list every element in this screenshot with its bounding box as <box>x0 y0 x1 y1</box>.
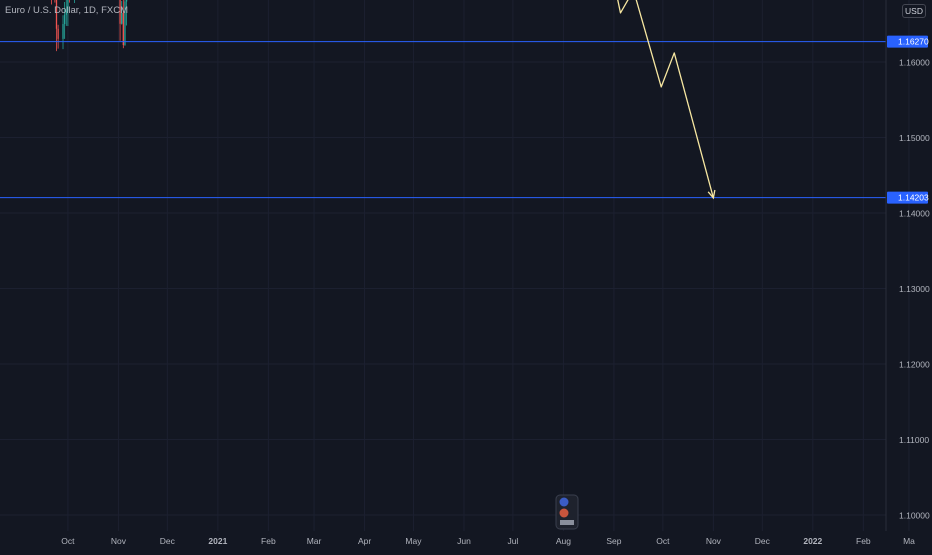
time-tick-label: Jun <box>457 536 471 546</box>
broker-emblem <box>555 494 579 530</box>
candle <box>74 0 75 4</box>
price-tick-label: 1.11000 <box>899 435 929 445</box>
time-axis: Oct Nov Dec 2021 Feb Mar Apr May Jun Jul Aug Sep Oct… <box>61 536 915 546</box>
time-tick-label: Mar <box>307 536 322 546</box>
time-tick-label: Aug <box>556 536 571 546</box>
candle <box>55 0 58 52</box>
projection-arrowhead <box>707 189 716 200</box>
level-label-box <box>887 35 928 48</box>
candle-body <box>57 28 59 39</box>
candle <box>67 0 69 26</box>
candle-body <box>62 24 64 39</box>
candle <box>119 0 121 41</box>
candle-body <box>124 1 126 46</box>
level-label-box <box>887 191 928 204</box>
price-tick-label: 1.14000 <box>899 209 930 219</box>
level-label-3: 1.14203 <box>887 191 929 204</box>
candle <box>62 15 64 50</box>
symbol-title: Euro / U.S. Dollar, 1D, FXCM <box>5 5 129 16</box>
flag-eu-icon <box>559 497 569 507</box>
currency-button[interactable]: USD <box>902 4 926 18</box>
time-tick-label: Feb <box>856 536 871 546</box>
candle-body <box>67 0 69 11</box>
time-tick-label: Sep <box>606 536 621 546</box>
candles <box>51 0 128 52</box>
level-label-2: 1.16270 <box>887 35 929 48</box>
time-tick-label: Apr <box>358 536 371 546</box>
candle-body <box>55 0 58 29</box>
candle <box>51 0 52 5</box>
time-tick-label: 2022 <box>803 536 822 546</box>
price-tick-label: 1.13000 <box>899 284 930 294</box>
time-tick-label: Dec <box>160 536 176 546</box>
candle <box>65 0 67 26</box>
price-tick-label: 1.10000 <box>899 511 930 521</box>
candle <box>54 0 56 3</box>
candle-body <box>63 14 66 25</box>
time-tick-label: Oct <box>656 536 670 546</box>
price-tick-label: 1.15000 <box>899 133 930 143</box>
time-tick-label: Jul <box>507 536 518 546</box>
candle-body <box>65 10 67 15</box>
candle <box>125 0 128 26</box>
candle-body <box>119 0 121 24</box>
projection-polyline[interactable] <box>586 0 715 199</box>
candle <box>69 0 70 3</box>
projection-path <box>586 0 716 200</box>
time-tick-label: Dec <box>755 536 771 546</box>
price-tick-label: 1.16000 <box>899 58 930 68</box>
candle-body <box>122 12 124 46</box>
flag-us-icon <box>559 508 569 518</box>
candle <box>124 0 126 46</box>
price-axis: 1.10000 1.11000 1.12000 1.13000 1.14000 1.150… <box>885 0 930 531</box>
candle <box>121 0 123 25</box>
price-tick-label: 1.12000 <box>899 360 930 370</box>
time-tick-label: Ma <box>903 536 915 546</box>
time-tick-label: Feb <box>261 536 276 546</box>
candle <box>122 0 124 49</box>
time-tick-label: Nov <box>706 536 722 546</box>
time-tick-label: Oct <box>61 536 75 546</box>
time-tick-label: 2021 <box>208 536 227 546</box>
time-tick-label: May <box>405 536 422 546</box>
candle-body <box>121 12 123 24</box>
emblem-bar-icon <box>560 520 574 525</box>
level-label-text: 1.14203 <box>898 193 929 203</box>
time-tick-label: Nov <box>111 536 127 546</box>
candle <box>63 1 66 39</box>
candle <box>57 24 59 49</box>
level-label-text: 1.16270 <box>898 37 929 47</box>
support-levels <box>0 41 886 199</box>
chart-grid <box>0 0 910 531</box>
candle-body <box>125 0 128 2</box>
